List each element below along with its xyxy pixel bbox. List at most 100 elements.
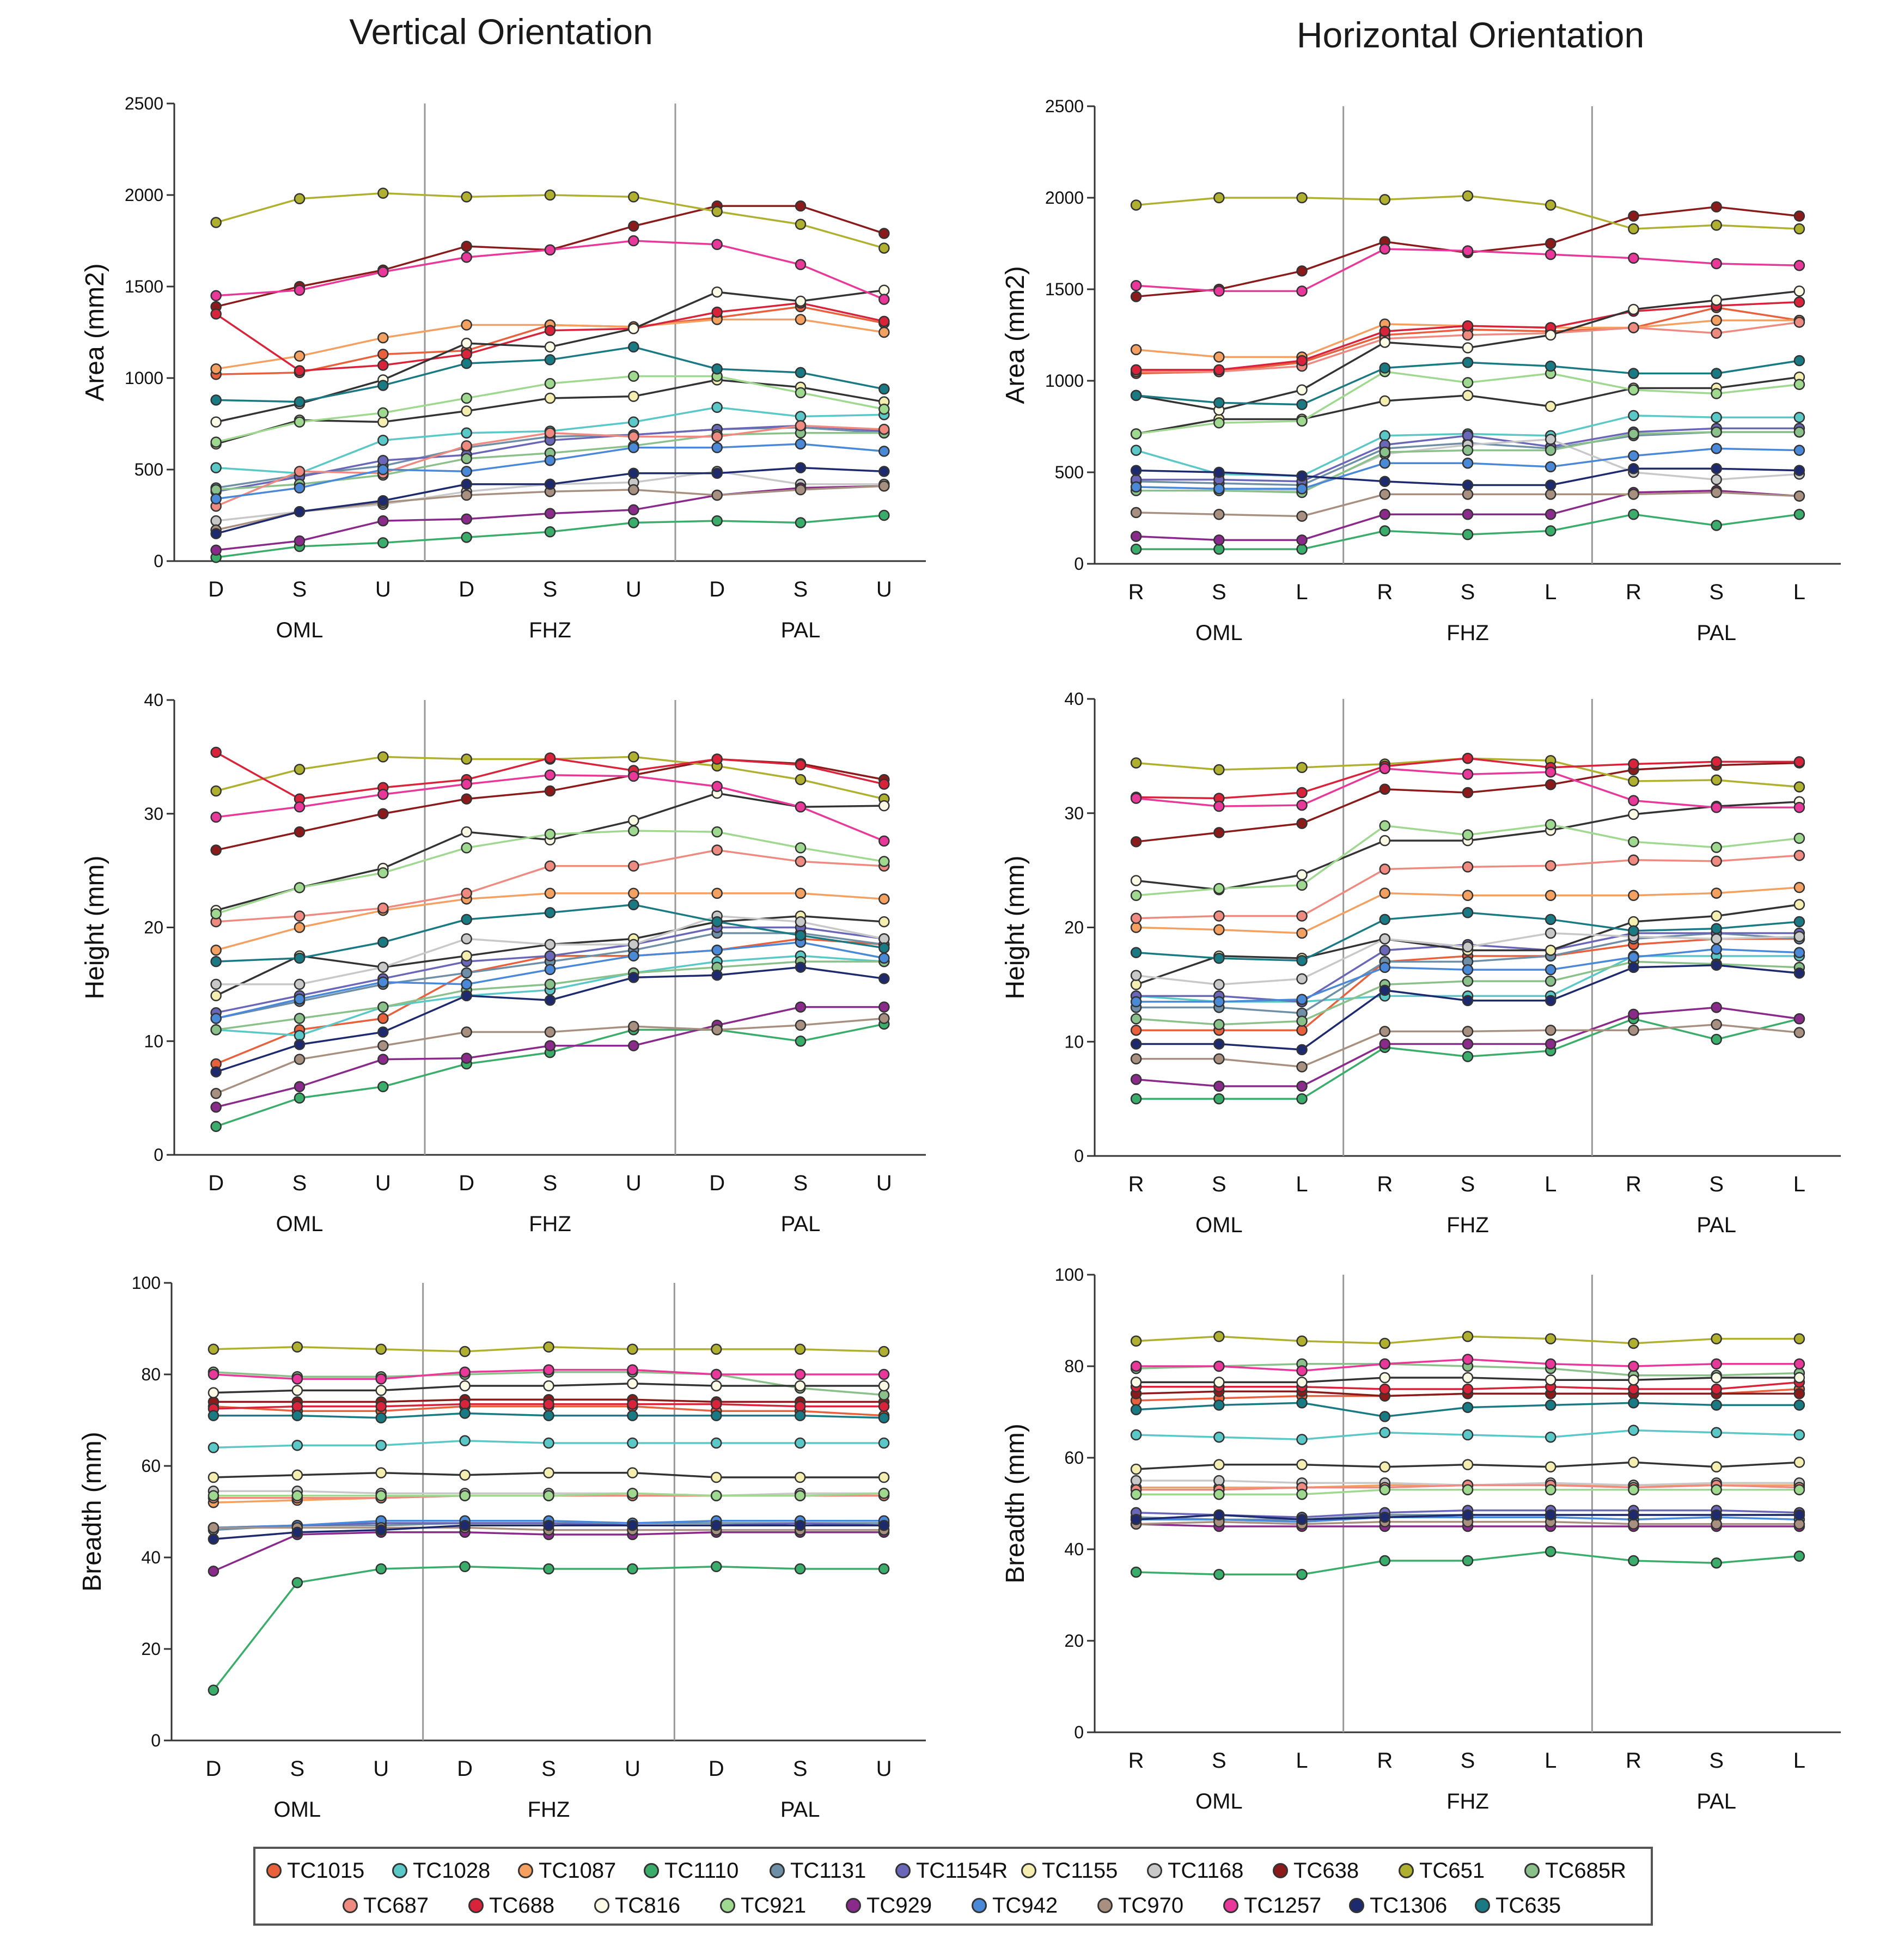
data-point-TC816 — [1379, 337, 1391, 348]
x-tick-label: S — [1212, 1749, 1226, 1773]
data-point-TC651 — [711, 1343, 722, 1355]
data-point-TC635 — [291, 1410, 303, 1421]
data-point-TC651 — [1793, 1333, 1805, 1344]
data-point-TC970 — [1379, 1026, 1391, 1037]
data-point-TC635 — [459, 1408, 471, 1419]
data-point-TC1257 — [459, 1366, 471, 1378]
data-point-TC970 — [1130, 1053, 1142, 1064]
data-point-TC1306 — [1545, 479, 1557, 491]
data-point-TC970 — [1545, 1025, 1557, 1036]
group-label: OML — [1195, 1789, 1243, 1813]
data-point-TC635 — [294, 952, 306, 964]
data-point-TC1306 — [291, 1526, 303, 1538]
data-point-TC970 — [461, 1026, 472, 1038]
data-point-TC638 — [1462, 787, 1474, 799]
data-point-TC942 — [1793, 947, 1805, 958]
data-point-TC1015 — [377, 349, 389, 360]
data-point-TC1257 — [377, 266, 389, 278]
data-point-TC1155 — [794, 1471, 806, 1483]
data-point-TC635 — [1379, 1411, 1391, 1422]
data-point-TC1028 — [210, 462, 222, 473]
data-point-TC1028 — [291, 1439, 303, 1451]
data-point-TC635 — [461, 357, 472, 369]
data-point-TC651 — [1296, 762, 1308, 774]
data-point-TC929 — [461, 513, 472, 525]
data-point-TC635 — [1628, 1397, 1639, 1409]
data-point-TC929 — [1213, 1080, 1225, 1092]
data-point-TC921 — [628, 370, 639, 382]
data-point-TC688 — [1462, 752, 1474, 764]
data-point-TC1028 — [1296, 1434, 1308, 1445]
y-tick-label: 10 — [1064, 1032, 1084, 1051]
data-point-TC1257 — [628, 235, 639, 247]
data-point-TC921 — [1296, 1488, 1308, 1500]
data-point-TC1110 — [1213, 543, 1225, 555]
legend-swatch — [266, 1863, 282, 1878]
legend-swatch — [1475, 1898, 1490, 1913]
data-point-TC942 — [1296, 994, 1308, 1005]
x-tick-label: S — [793, 1171, 808, 1195]
x-tick-label: D — [208, 577, 224, 601]
legend-swatch — [846, 1898, 861, 1913]
data-point-TC816 — [291, 1385, 303, 1396]
data-point-TC651 — [627, 1343, 638, 1355]
data-point-TC1087 — [1379, 887, 1391, 899]
legend-item-TC970: TC970 — [1097, 1889, 1183, 1922]
data-point-TC1110 — [1130, 543, 1142, 555]
data-point-TC1306 — [711, 969, 723, 981]
data-point-TC688 — [711, 306, 723, 318]
data-point-TC942 — [1213, 996, 1225, 1008]
data-point-TC970 — [461, 489, 472, 501]
data-point-TC1110 — [1379, 1555, 1391, 1567]
legend-swatch — [1147, 1863, 1162, 1878]
legend-swatch — [720, 1898, 735, 1913]
data-point-TC1257 — [1379, 1358, 1391, 1370]
data-point-TC1257 — [795, 259, 807, 270]
chart-horizontal-breadth: 0 20 40 60 80 100 Breadth (mm) R S L R S L R S L OML FHZ P… — [1001, 1265, 1841, 1813]
data-point-TC1257 — [294, 801, 306, 813]
data-point-TC970 — [1296, 510, 1308, 522]
data-point-TC651 — [377, 751, 389, 763]
data-point-TC651 — [1793, 781, 1805, 793]
data-point-TC970 — [294, 1054, 306, 1065]
x-tick-label: S — [290, 1757, 304, 1781]
data-point-TC816 — [1545, 1374, 1557, 1386]
data-point-TC816 — [628, 815, 639, 826]
x-tick-label: S — [1709, 1172, 1724, 1196]
data-point-TC1257 — [1130, 280, 1142, 291]
y-tick-label: 20 — [141, 1639, 161, 1659]
data-point-TC1168 — [210, 978, 222, 990]
data-point-TC1028 — [461, 427, 472, 439]
data-point-TC1257 — [461, 251, 472, 263]
legend-item-TC1306: TC1306 — [1349, 1889, 1447, 1922]
data-point-TC651 — [1379, 194, 1391, 205]
data-point-TC688 — [1793, 756, 1805, 768]
data-point-TC651 — [1296, 192, 1308, 204]
data-point-TC635 — [377, 936, 389, 948]
data-point-TC929 — [1711, 1002, 1722, 1013]
data-point-TC816 — [1296, 869, 1308, 881]
legend-swatch — [895, 1863, 911, 1878]
data-point-TC1087 — [1213, 924, 1225, 935]
data-point-TC942 — [294, 482, 306, 494]
data-point-TC1110 — [1793, 1550, 1805, 1562]
data-point-TC942 — [1711, 944, 1722, 955]
x-tick-label: S — [793, 577, 808, 601]
x-tick-label: U — [375, 577, 391, 601]
data-point-TC816 — [1462, 1372, 1474, 1384]
x-tick-label: S — [292, 1171, 307, 1195]
legend-label: TC970 — [1118, 1893, 1184, 1918]
data-point-TC921 — [1213, 882, 1225, 894]
data-point-TC651 — [628, 191, 639, 203]
data-point-TC635 — [628, 899, 639, 910]
data-point-TC942 — [461, 978, 472, 990]
data-point-TC942 — [1213, 483, 1225, 495]
data-point-TC1257 — [794, 1368, 806, 1380]
legend-label: TC1131 — [790, 1858, 866, 1883]
data-point-TC816 — [1711, 1372, 1722, 1384]
data-point-TC1110 — [1711, 1557, 1722, 1569]
data-point-TC1110 — [1130, 1093, 1142, 1105]
data-point-TC1155 — [1462, 389, 1474, 401]
legend-label: TC929 — [866, 1893, 932, 1918]
